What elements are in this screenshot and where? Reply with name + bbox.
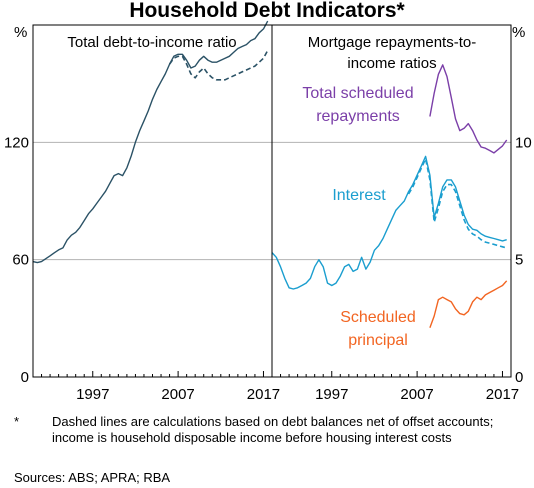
series-line-right-1 bbox=[271, 155, 507, 290]
series-line-right-2-dashed bbox=[407, 158, 507, 249]
footnote-mark: * bbox=[14, 414, 20, 429]
scheduled-principal-label-line-2: principal bbox=[348, 332, 408, 349]
scheduled-principal-label-line-1: Scheduled bbox=[340, 309, 416, 326]
total-scheduled-repayments-label-line-2: repayments bbox=[316, 108, 400, 125]
y-tick-label-left-120: 120 bbox=[4, 134, 29, 151]
left-unit-label: % bbox=[14, 24, 27, 41]
x-tick-label-left-2007: 2007 bbox=[161, 386, 194, 403]
y-tick-label-left-0: 0 bbox=[21, 369, 29, 386]
y-tick-label-left-60: 60 bbox=[12, 252, 29, 269]
y-tick-label-right-10: 10 bbox=[515, 134, 532, 151]
series-layer bbox=[32, 20, 508, 328]
interest-label: Interest bbox=[332, 187, 386, 204]
right-panel-title-line-1: Mortgage repayments-to- bbox=[308, 34, 476, 51]
series-line-right-3 bbox=[429, 280, 508, 328]
footnote: * Dashed lines are calculations based on… bbox=[14, 414, 524, 446]
x-tick-label-right-2007: 2007 bbox=[400, 386, 433, 403]
x-tick-label-right-2017: 2017 bbox=[486, 386, 519, 403]
total-scheduled-repayments-label-line-1: Total scheduled bbox=[302, 85, 413, 102]
series-line-left-0 bbox=[32, 20, 269, 264]
y-tick-label-right-5: 5 bbox=[515, 252, 523, 269]
sources-note: Sources: ABS; APRA; RBA bbox=[14, 470, 171, 485]
chart: Household Debt Indicators* % % Total deb… bbox=[4, 0, 532, 403]
right-panel-title-line-2: income ratios bbox=[347, 55, 436, 72]
right-unit-label: % bbox=[512, 24, 525, 41]
x-tick-label-left-2017: 2017 bbox=[247, 386, 280, 403]
left-panel-title: Total debt-to-income ratio bbox=[67, 34, 236, 51]
gridlines bbox=[33, 141, 511, 261]
footnote-text: Dashed lines are calculations based on d… bbox=[52, 414, 494, 445]
series-line-left-1-dashed bbox=[168, 50, 269, 81]
series-line-right-0 bbox=[429, 64, 508, 154]
chart-title: Household Debt Indicators* bbox=[129, 0, 405, 22]
y-tick-label-right-0: 0 bbox=[515, 369, 523, 386]
x-tick-label-left-1997: 1997 bbox=[76, 386, 109, 403]
x-tick-label-right-1997: 1997 bbox=[315, 386, 348, 403]
